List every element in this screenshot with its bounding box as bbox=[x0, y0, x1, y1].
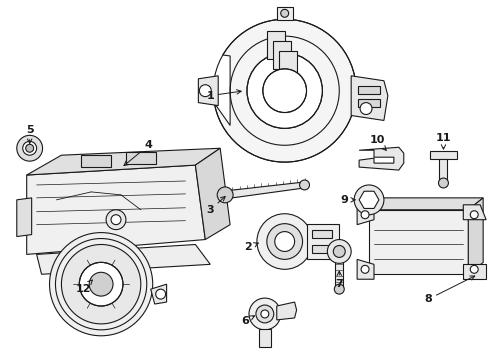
Polygon shape bbox=[369, 198, 483, 210]
Text: 6: 6 bbox=[241, 316, 254, 326]
Polygon shape bbox=[357, 260, 374, 279]
Circle shape bbox=[257, 214, 313, 269]
Text: 11: 11 bbox=[436, 133, 451, 149]
Text: 8: 8 bbox=[425, 276, 475, 304]
Bar bbox=[259, 329, 271, 347]
Circle shape bbox=[106, 210, 126, 230]
Polygon shape bbox=[214, 19, 356, 162]
Bar bbox=[313, 246, 332, 253]
Circle shape bbox=[275, 231, 294, 251]
Polygon shape bbox=[151, 284, 167, 304]
Polygon shape bbox=[351, 76, 388, 121]
Circle shape bbox=[249, 298, 281, 330]
Polygon shape bbox=[430, 151, 457, 159]
Circle shape bbox=[299, 180, 310, 190]
Circle shape bbox=[470, 211, 478, 219]
Polygon shape bbox=[198, 76, 218, 105]
Bar bbox=[358, 99, 380, 107]
Polygon shape bbox=[359, 191, 379, 208]
Bar bbox=[273, 41, 291, 69]
Polygon shape bbox=[369, 210, 468, 274]
Polygon shape bbox=[225, 182, 305, 199]
Circle shape bbox=[327, 239, 351, 264]
Polygon shape bbox=[26, 148, 220, 175]
Circle shape bbox=[263, 69, 307, 113]
Text: 7: 7 bbox=[335, 271, 343, 289]
Text: 3: 3 bbox=[206, 197, 225, 215]
Circle shape bbox=[361, 211, 369, 219]
Circle shape bbox=[79, 262, 123, 306]
Text: 5: 5 bbox=[26, 125, 33, 143]
Text: 2: 2 bbox=[244, 243, 258, 252]
Circle shape bbox=[261, 310, 269, 318]
Bar bbox=[126, 152, 156, 164]
Polygon shape bbox=[440, 159, 447, 183]
Circle shape bbox=[61, 244, 141, 324]
Polygon shape bbox=[196, 148, 230, 239]
Text: 4: 4 bbox=[124, 140, 153, 166]
Polygon shape bbox=[307, 224, 339, 260]
Circle shape bbox=[256, 305, 274, 323]
Circle shape bbox=[17, 135, 43, 161]
Text: 10: 10 bbox=[369, 135, 386, 150]
Circle shape bbox=[111, 215, 121, 225]
Polygon shape bbox=[464, 205, 486, 220]
Polygon shape bbox=[37, 244, 210, 274]
Polygon shape bbox=[464, 264, 486, 279]
Bar bbox=[81, 155, 111, 167]
Circle shape bbox=[89, 272, 113, 296]
Text: 9: 9 bbox=[340, 195, 355, 205]
Circle shape bbox=[354, 185, 384, 215]
Bar bbox=[279, 51, 296, 79]
Circle shape bbox=[199, 85, 211, 96]
Polygon shape bbox=[335, 257, 343, 289]
Circle shape bbox=[23, 141, 37, 155]
Polygon shape bbox=[277, 302, 296, 320]
Circle shape bbox=[333, 246, 345, 257]
Circle shape bbox=[49, 233, 153, 336]
Circle shape bbox=[217, 187, 233, 203]
Polygon shape bbox=[26, 165, 205, 255]
Circle shape bbox=[156, 289, 166, 299]
Polygon shape bbox=[468, 198, 483, 274]
Circle shape bbox=[470, 265, 478, 273]
Bar bbox=[358, 86, 380, 94]
Circle shape bbox=[361, 265, 369, 273]
Circle shape bbox=[439, 178, 448, 188]
Circle shape bbox=[281, 9, 289, 17]
Circle shape bbox=[267, 224, 302, 260]
Bar bbox=[277, 7, 293, 20]
Circle shape bbox=[360, 103, 372, 114]
Text: 1: 1 bbox=[206, 90, 241, 101]
Circle shape bbox=[247, 53, 322, 129]
Bar bbox=[267, 31, 285, 59]
Bar bbox=[313, 230, 332, 238]
Circle shape bbox=[334, 284, 344, 294]
Polygon shape bbox=[17, 198, 32, 237]
Circle shape bbox=[25, 144, 34, 152]
Text: 12: 12 bbox=[75, 280, 93, 294]
Polygon shape bbox=[357, 205, 374, 225]
Polygon shape bbox=[359, 147, 404, 170]
